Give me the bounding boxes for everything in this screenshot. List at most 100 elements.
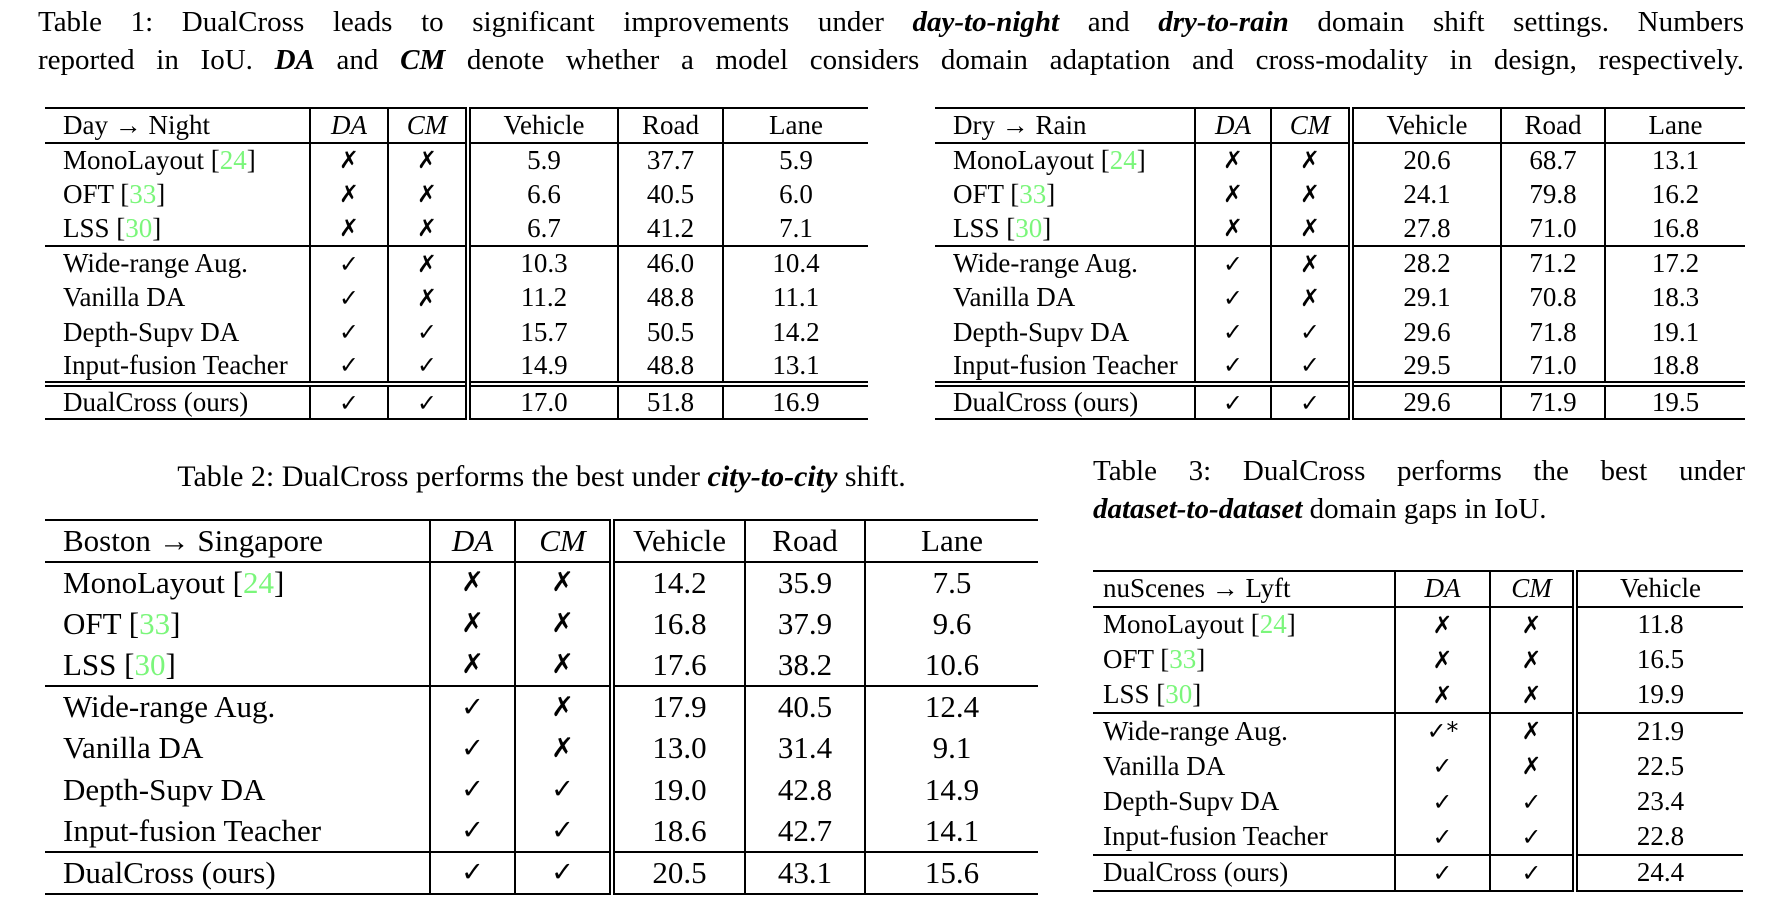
- method-label: OFT: [1103, 644, 1161, 675]
- road-cell: 51.8: [617, 381, 723, 419]
- da-cell: ✓: [429, 727, 515, 769]
- cm-cell: ✓: [1489, 819, 1575, 855]
- da-cell: ✓*: [1394, 712, 1490, 749]
- table-row: OFT [33] ✗ ✗ 16.5: [1093, 642, 1743, 678]
- boston-singapore-table: Boston → Singapore DA CM Vehicle Road La…: [45, 519, 1038, 895]
- cm-cell: ✗: [387, 280, 468, 315]
- road-cell: 31.4: [744, 727, 865, 769]
- table-row: Depth-Supv DA ✓ ✓ 19.0 42.8 14.9: [45, 769, 1038, 811]
- table-row: Input-fusion Teacher ✓ ✓ 18.6 42.7 14.1: [45, 810, 1038, 852]
- table-row: Input-fusion Teacher ✓ ✓ 22.8: [1093, 819, 1743, 855]
- cm-cell: ✓: [387, 349, 468, 384]
- table-row: Vanilla DA ✓ ✗ 29.1 70.8 18.3: [935, 280, 1745, 315]
- citation-link[interactable]: 24: [1259, 609, 1287, 640]
- table-row: Depth-Supv DA ✓ ✓ 29.6 71.8 19.1: [935, 315, 1745, 350]
- method-cell: Vanilla DA: [63, 282, 186, 313]
- table-row: LSS [30] ✗ ✗ 6.7 41.2 7.1: [45, 211, 868, 246]
- citation-link[interactable]: 30: [134, 646, 166, 682]
- table1-caption-line2: reported in IoU. DA and CM denote whethe…: [38, 41, 1744, 79]
- lane-cell: 9.6: [864, 603, 1038, 645]
- citation-link[interactable]: 24: [1109, 144, 1137, 175]
- dry-rain-table: Dry → Rain DA CM Vehicle Road Lane MonoL…: [935, 107, 1745, 420]
- caption-text: Table 2: DualCross performs the best und…: [177, 460, 708, 493]
- caption-emphasis: dry-to-rain: [1158, 6, 1289, 38]
- citation-link[interactable]: 33: [139, 605, 171, 641]
- cm-cell: ✓: [514, 769, 612, 811]
- cite-bracket: ]: [156, 178, 166, 209]
- col-header-da: DA: [309, 108, 388, 143]
- citation-link[interactable]: 33: [1019, 178, 1047, 209]
- cite-bracket: ]: [170, 605, 181, 641]
- col-header-road: Road: [617, 108, 723, 143]
- vehicle-cell: 15.7: [465, 315, 618, 350]
- da-cell: ✓: [1394, 748, 1490, 784]
- cm-cell: ✗: [514, 644, 612, 686]
- cite-bracket: [: [116, 212, 126, 243]
- table-row: Input-fusion Teacher ✓ ✓ 29.5 71.0 18.8: [935, 349, 1745, 384]
- cm-cell: ✓: [387, 381, 468, 419]
- cite-bracket: [: [120, 178, 130, 209]
- col-header-lane: Lane: [864, 520, 1038, 562]
- lane-cell: 13.1: [1604, 141, 1745, 177]
- cite-bracket: [: [1156, 679, 1166, 710]
- col-header-cm: CM: [514, 520, 612, 562]
- da-cell: ✓: [309, 381, 388, 419]
- vehicle-cell: 13.0: [609, 727, 745, 769]
- da-cell: ✓: [429, 685, 515, 728]
- da-cell: ✗: [1394, 677, 1490, 713]
- vehicle-cell: 22.5: [1572, 748, 1743, 784]
- lane-cell: 6.0: [722, 177, 868, 212]
- road-cell: 38.2: [744, 644, 865, 686]
- col-header-lane: Lane: [1604, 108, 1745, 143]
- table-row: Vanilla DA ✓ ✗ 11.2 48.8 11.1: [45, 280, 868, 315]
- method-label: LSS: [63, 646, 125, 682]
- method-label: MonoLayout: [1103, 609, 1251, 640]
- col-header-vehicle: Vehicle: [1348, 108, 1501, 143]
- method-cell: Depth-Supv DA: [953, 316, 1130, 347]
- vehicle-cell: 10.3: [465, 245, 618, 281]
- cite-bracket: ]: [1196, 644, 1206, 675]
- citation-link[interactable]: 33: [129, 178, 157, 209]
- citation-link[interactable]: 30: [125, 212, 153, 243]
- vehicle-cell: 11.2: [465, 280, 618, 315]
- method-cell: Input-fusion Teacher: [953, 349, 1178, 380]
- cm-cell: ✗: [1489, 642, 1575, 678]
- cite-bracket: ]: [1136, 144, 1146, 175]
- cite-bracket: [: [232, 564, 243, 600]
- cite-bracket: ]: [1042, 212, 1052, 243]
- cite-bracket: [: [1250, 609, 1260, 640]
- vehicle-cell: 21.9: [1572, 712, 1743, 749]
- cite-bracket: [: [210, 144, 220, 175]
- citation-link[interactable]: 33: [1169, 644, 1197, 675]
- citation-link[interactable]: 30: [1015, 212, 1043, 243]
- vehicle-cell: 29.5: [1348, 349, 1501, 384]
- da-cell: ✓: [429, 810, 515, 852]
- da-cell: ✓: [309, 245, 388, 281]
- col-header-cm: CM: [1270, 108, 1351, 143]
- citation-link[interactable]: 24: [219, 144, 247, 175]
- cm-cell: ✗: [387, 141, 468, 177]
- vehicle-cell: 17.9: [609, 685, 745, 728]
- method-cell: DualCross (ours): [935, 381, 1195, 419]
- vehicle-cell: 29.6: [1348, 315, 1501, 350]
- table-row: Vanilla DA ✓ ✗ 22.5: [1093, 748, 1743, 784]
- method-cell: DualCross (ours): [1093, 854, 1395, 891]
- citation-link[interactable]: 30: [1165, 679, 1193, 710]
- vehicle-cell: 11.8: [1572, 605, 1743, 642]
- table-row-ours: DualCross (ours) ✓ ✓ 17.0 51.8 16.9: [45, 381, 868, 419]
- table-row-ours: DualCross (ours) ✓ ✓ 24.4: [1093, 854, 1743, 891]
- lane-cell: 17.2: [1604, 245, 1745, 281]
- vehicle-cell: 27.8: [1348, 211, 1501, 246]
- table-row: LSS [30] ✗ ✗ 27.8 71.0 16.8: [935, 211, 1745, 246]
- citation-link[interactable]: 24: [242, 564, 274, 600]
- caption-emphasis: day-to-night: [912, 6, 1060, 38]
- table-row: Vanilla DA ✓ ✗ 13.0 31.4 9.1: [45, 727, 1038, 769]
- method-cell: Input-fusion Teacher: [63, 349, 288, 380]
- lane-cell: 19.5: [1604, 381, 1745, 419]
- cm-cell: ✓: [387, 315, 468, 350]
- caption-text: denote whether a model considers domain …: [445, 44, 1744, 76]
- method-cell: Depth-Supv DA: [1103, 786, 1280, 817]
- da-cell: ✗: [309, 211, 388, 246]
- vehicle-cell: 16.8: [609, 603, 745, 645]
- road-cell: 50.5: [617, 315, 723, 350]
